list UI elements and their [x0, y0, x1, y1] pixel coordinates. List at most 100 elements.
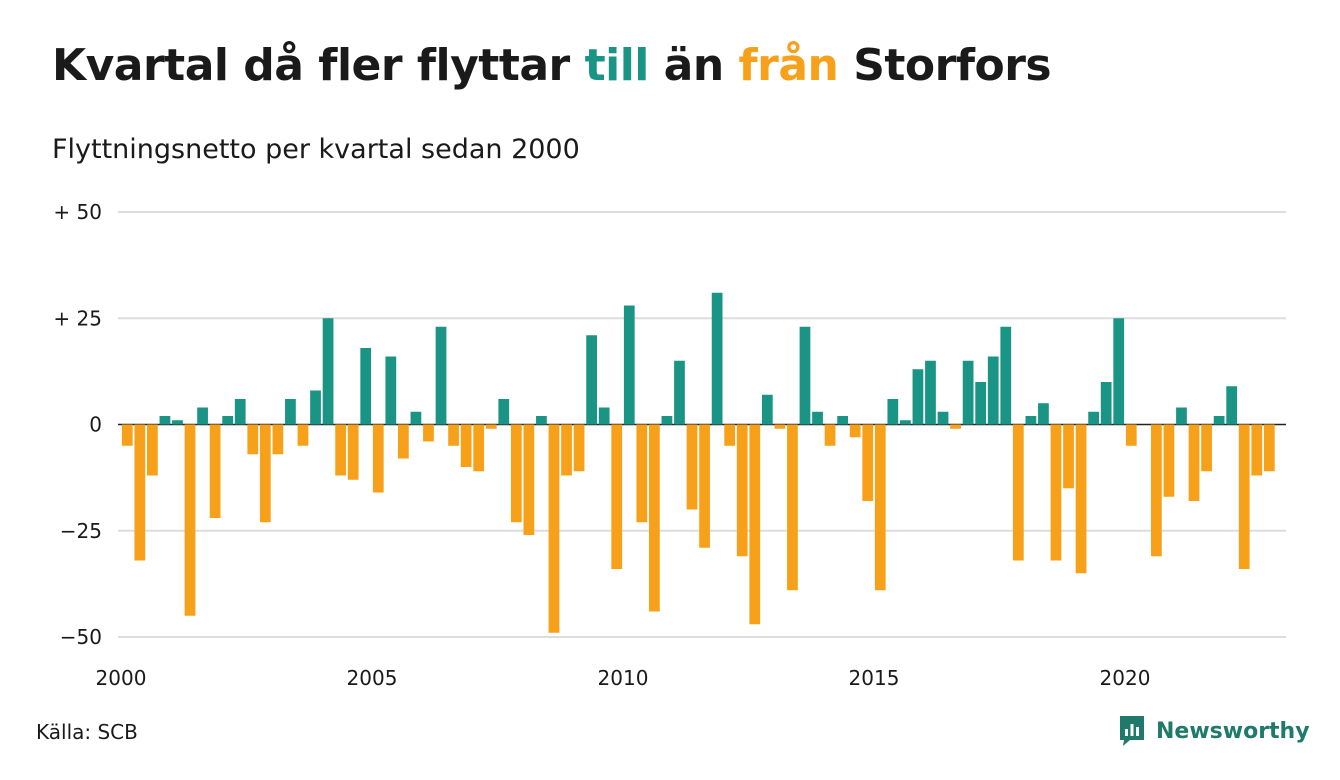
y-tick-label: −50 — [60, 625, 102, 649]
bar — [1050, 424, 1062, 561]
bar — [724, 424, 736, 446]
bar — [1000, 326, 1012, 425]
title-part3: Storfors — [838, 40, 1052, 91]
bar — [736, 424, 748, 557]
bar — [1163, 424, 1175, 497]
bar — [197, 407, 208, 425]
x-tick-label: 2000 — [96, 666, 147, 690]
bar — [661, 416, 673, 425]
bar — [159, 416, 171, 425]
bar — [1188, 424, 1200, 501]
bar — [398, 424, 409, 459]
bar — [1251, 424, 1263, 476]
bar — [134, 424, 146, 561]
bar — [937, 411, 949, 425]
chart-title: Kvartal då fler flyttar till än från Sto… — [52, 40, 1052, 93]
bar — [259, 424, 271, 523]
bar — [962, 360, 974, 425]
title-part1: Kvartal då fler flyttar — [52, 40, 585, 91]
bar — [335, 424, 346, 476]
bar — [862, 424, 874, 501]
chart-subtitle: Flyttningsnetto per kvartal sedan 2000 — [52, 134, 580, 165]
bar — [222, 416, 234, 425]
title-in-highlight: till — [584, 40, 650, 91]
bar — [385, 356, 397, 425]
bar — [649, 424, 660, 612]
bar — [523, 424, 535, 535]
bar — [1075, 424, 1087, 574]
bar — [272, 424, 284, 455]
x-tick-label: 2015 — [849, 666, 900, 690]
bar — [510, 424, 522, 523]
bar — [674, 360, 685, 425]
bar — [1226, 386, 1238, 425]
bar — [975, 382, 987, 425]
bar — [799, 326, 811, 425]
bar — [460, 424, 472, 467]
bar — [749, 424, 761, 625]
bar — [473, 424, 485, 472]
bar — [837, 416, 848, 425]
bar — [1038, 403, 1049, 425]
bar — [573, 424, 585, 472]
bar — [686, 424, 698, 510]
bar — [360, 348, 372, 425]
bar — [925, 360, 936, 425]
bar — [774, 424, 786, 429]
bar — [147, 424, 158, 476]
bar — [900, 420, 911, 425]
bar — [950, 424, 961, 429]
bar — [1012, 424, 1024, 561]
bar — [548, 424, 560, 633]
bar — [1263, 424, 1275, 472]
bar — [623, 305, 635, 425]
source-label: Källa: SCB — [36, 720, 138, 744]
bars — [121, 292, 1275, 633]
bar — [184, 424, 196, 616]
bar — [1113, 318, 1125, 425]
bar — [987, 356, 999, 425]
bar — [887, 399, 899, 425]
brand-name: Newsworthy — [1156, 718, 1310, 744]
bar — [172, 420, 183, 425]
bar — [448, 424, 459, 446]
bar — [121, 424, 133, 446]
x-tick-label: 2010 — [598, 666, 649, 690]
bar — [761, 394, 773, 425]
bar — [1213, 416, 1225, 425]
bar — [322, 318, 334, 425]
bar — [874, 424, 886, 591]
bar — [636, 424, 648, 523]
bar — [1151, 424, 1162, 557]
bar — [699, 424, 710, 548]
bar — [372, 424, 384, 493]
bar — [297, 424, 309, 446]
y-tick-label: + 25 — [53, 306, 102, 330]
bar — [1238, 424, 1250, 569]
brand: Newsworthy — [1118, 714, 1310, 748]
newsworthy-logo-icon — [1120, 716, 1144, 746]
bar — [423, 424, 434, 442]
bar — [1063, 424, 1074, 489]
x-tick-label: 2005 — [347, 666, 398, 690]
bar — [247, 424, 259, 455]
bar — [1176, 407, 1187, 425]
bar — [485, 424, 497, 429]
bar — [536, 416, 547, 425]
bar — [711, 292, 723, 425]
bar — [310, 390, 321, 425]
bar — [1125, 424, 1137, 446]
bar — [912, 369, 924, 425]
bar — [1201, 424, 1212, 472]
bar — [586, 335, 597, 425]
bar — [598, 407, 610, 425]
bar — [435, 326, 447, 425]
bar — [849, 424, 861, 438]
bar — [285, 399, 296, 425]
bar — [234, 399, 246, 425]
x-tick-label: 2020 — [1100, 666, 1151, 690]
bar — [410, 411, 422, 425]
bar — [812, 411, 823, 425]
y-tick-label: −25 — [60, 519, 102, 543]
